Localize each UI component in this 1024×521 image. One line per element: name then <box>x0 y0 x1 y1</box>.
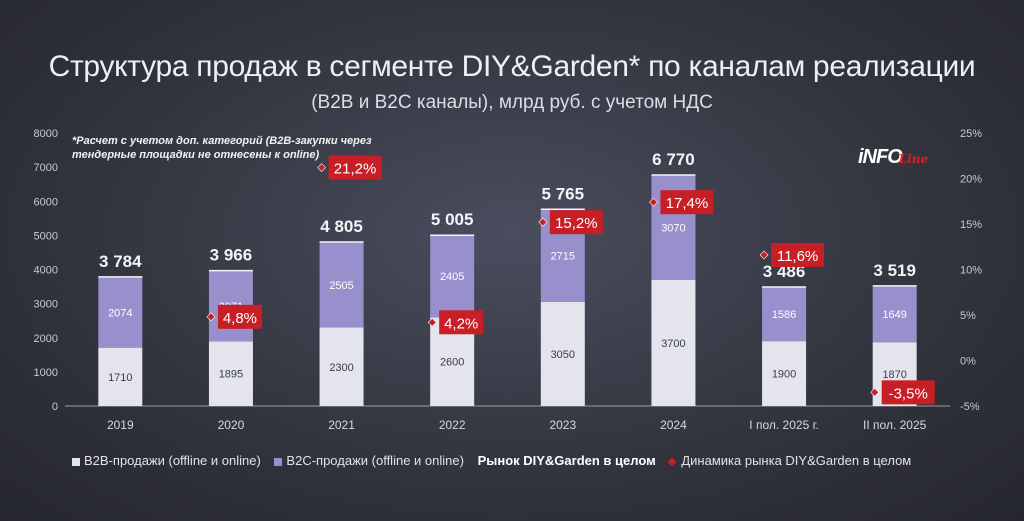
growth-label: 21,2% <box>334 161 377 178</box>
y-tick-label: 3000 <box>34 299 58 311</box>
chart-title: Структура продаж в сегменте DIY&Garden* … <box>48 50 976 83</box>
legend-diamond-icon <box>668 457 677 466</box>
y-tick-label: 8000 <box>34 128 58 140</box>
chart-subtitle: (B2B и B2C каналы), млрд руб. с учетом Н… <box>311 92 713 113</box>
legend-item-b2c: B2C-продажи (offline и online) <box>274 453 464 468</box>
growth-label: 17,4% <box>666 195 709 212</box>
y2-tick-label: 25% <box>960 128 982 140</box>
y2-tick-label: 15% <box>960 219 982 231</box>
x-tick-label: 2019 <box>107 418 134 432</box>
b2b-value-label: 1895 <box>219 369 243 381</box>
bar-b2b <box>540 301 585 406</box>
growth-label-bg <box>439 310 484 335</box>
total-value-label: 3 519 <box>873 261 916 280</box>
b2c-value-label: 1586 <box>772 309 796 321</box>
bar-b2b <box>98 347 143 406</box>
total-value-label: 5 005 <box>431 210 474 229</box>
y-tick-label: 6000 <box>34 196 58 208</box>
bar-b2c <box>430 235 475 318</box>
growth-marker <box>759 250 769 260</box>
growth-marker <box>206 312 216 322</box>
legend-item-growth: Динамика рынка DIY&Garden в целом <box>668 453 912 469</box>
total-value-label: 6 770 <box>652 150 695 169</box>
x-tick-label: 2023 <box>549 418 576 432</box>
growth-marker <box>317 163 326 173</box>
growth-label: 4,8% <box>223 310 257 327</box>
growth-label-bg <box>217 304 262 329</box>
b2b-value-label: 1710 <box>108 372 132 384</box>
bar-b2b <box>319 327 364 406</box>
y2-tick-label: 5% <box>960 310 976 322</box>
growth-marker <box>870 387 880 397</box>
b2b-value-label: 1870 <box>882 369 906 381</box>
growth-label-bg <box>881 380 935 405</box>
y-tick-label: 7000 <box>34 162 58 174</box>
growth-label: 15,2% <box>555 215 598 232</box>
b2c-value-label: 3070 <box>661 222 685 234</box>
legend-label-b2c: B2C-продажи (offline и online) <box>286 453 464 469</box>
growth-marker <box>649 197 658 207</box>
bar-b2c <box>98 276 143 348</box>
chart-legend: B2B-продажи (offline и online) B2C-прода… <box>72 452 921 468</box>
legend-item-b2b: B2B-продажи (offline и online) <box>72 453 261 468</box>
y2-tick-label: -5% <box>960 401 980 413</box>
bar-b2b <box>762 341 807 406</box>
legend-label-growth: Динамика рынка DIY&Garden в целом <box>681 453 912 469</box>
b2b-value-label: 2300 <box>329 362 353 374</box>
growth-label-bg <box>660 190 714 215</box>
x-tick-label: 2022 <box>439 418 466 432</box>
x-tick-label: II пол. 2025 <box>863 418 927 432</box>
growth-label: 4,2% <box>444 315 478 332</box>
total-value-label: 4 805 <box>320 217 363 236</box>
logo-tail-text: Line <box>898 152 929 166</box>
y-tick-label: 2000 <box>34 333 58 345</box>
b2c-value-label: 2505 <box>329 280 353 292</box>
legend-label-total: Рынок DIY&Garden в целом <box>477 453 656 469</box>
legend-item-total: Рынок DIY&Garden в целом <box>478 453 656 468</box>
b2b-value-label: 1900 <box>772 369 796 381</box>
b2b-value-label: 2600 <box>440 357 464 369</box>
b2b-value-label: 3050 <box>551 349 575 361</box>
infoline-logo: iNFOLine <box>858 146 928 169</box>
bar-b2c <box>872 285 917 343</box>
b2c-value-label: 2405 <box>440 271 464 283</box>
growth-label-bg <box>771 242 825 267</box>
total-value-label: 3 784 <box>99 252 142 271</box>
bar-b2c <box>762 287 807 342</box>
growth-marker <box>427 317 437 327</box>
b2c-value-label: 2074 <box>108 307 132 319</box>
y-tick-label: 5000 <box>34 230 58 242</box>
y2-tick-label: 10% <box>960 265 982 277</box>
y-tick-label: 4000 <box>34 265 58 277</box>
legend-swatch-b2c <box>274 457 283 466</box>
x-tick-label: 2024 <box>660 418 687 432</box>
legend-swatch-b2b <box>72 457 80 466</box>
growth-label-bg <box>549 210 603 235</box>
bar-b2b <box>651 279 696 406</box>
b2c-value-label: 1649 <box>882 309 906 321</box>
legend-label-b2b: B2B-продажи (offline и online) <box>84 453 261 469</box>
growth-label: 11,6% <box>777 248 818 265</box>
growth-label: -3,5% <box>889 385 928 402</box>
total-value-label: 3 966 <box>210 246 253 265</box>
x-tick-label: I пол. 2025 г. <box>749 418 819 432</box>
b2b-value-label: 3700 <box>661 338 685 350</box>
growth-marker <box>538 217 548 227</box>
b2c-value-label: 2715 <box>551 251 575 263</box>
y2-tick-label: 20% <box>960 174 982 186</box>
x-tick-label: 2021 <box>328 418 355 432</box>
y2-tick-label: 0% <box>960 356 976 368</box>
total-value-label: 5 765 <box>542 184 585 203</box>
y-tick-label: 0 <box>52 401 58 413</box>
bar-b2b <box>208 341 253 406</box>
x-tick-label: 2020 <box>218 418 245 432</box>
y-tick-label: 1000 <box>34 367 58 379</box>
bar-b2c <box>319 242 364 328</box>
logo-main-text: iNFO <box>858 146 903 168</box>
footnote: *Расчет с учетом доп. категорий (B2B-зак… <box>72 135 372 161</box>
growth-label-bg <box>328 155 382 180</box>
